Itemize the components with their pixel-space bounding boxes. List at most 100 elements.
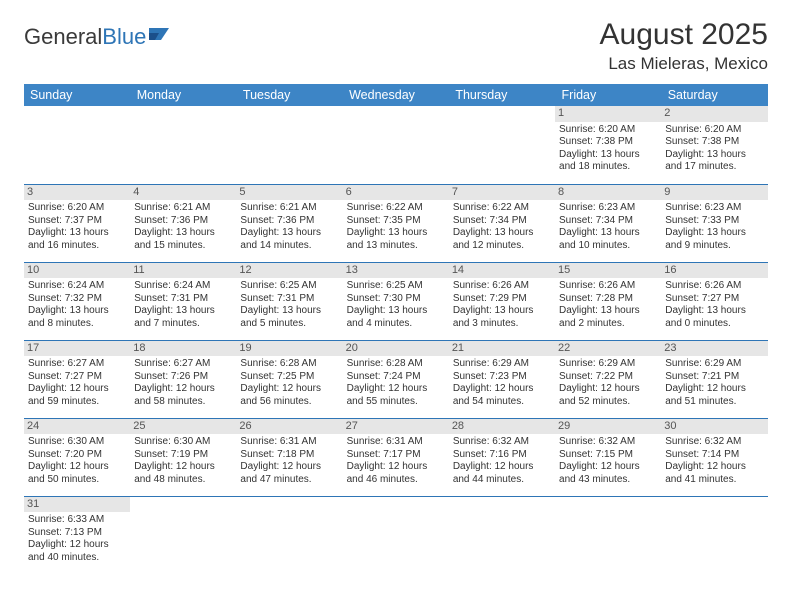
sunrise-text: Sunrise: 6:28 AM	[347, 358, 445, 371]
calendar-cell: 7Sunrise: 6:22 AMSunset: 7:34 PMDaylight…	[449, 184, 555, 262]
day-number: 8	[555, 185, 661, 201]
sunrise-text: Sunrise: 6:24 AM	[28, 280, 126, 293]
calendar-cell	[449, 106, 555, 184]
calendar-cell: 29Sunrise: 6:32 AMSunset: 7:15 PMDayligh…	[555, 418, 661, 496]
day-number: 2	[661, 106, 767, 122]
sunset-text: Sunset: 7:36 PM	[134, 215, 232, 228]
sunrise-text: Sunrise: 6:27 AM	[134, 358, 232, 371]
daylight-text: and 43 minutes.	[559, 474, 657, 487]
daylight-text: and 40 minutes.	[28, 552, 126, 565]
calendar-row: 24Sunrise: 6:30 AMSunset: 7:20 PMDayligh…	[24, 418, 768, 496]
day-number: 4	[130, 185, 236, 201]
day-number: 23	[661, 341, 767, 357]
daylight-text: Daylight: 13 hours	[453, 305, 551, 318]
sunrise-text: Sunrise: 6:31 AM	[240, 436, 338, 449]
calendar-page: GeneralBlue August 2025 Las Mieleras, Me…	[0, 0, 792, 592]
day-number: 3	[24, 185, 130, 201]
calendar-cell	[661, 496, 767, 574]
day-number: 30	[661, 419, 767, 435]
daylight-text: Daylight: 13 hours	[453, 227, 551, 240]
sunrise-text: Sunrise: 6:32 AM	[453, 436, 551, 449]
calendar-cell: 17Sunrise: 6:27 AMSunset: 7:27 PMDayligh…	[24, 340, 130, 418]
daylight-text: and 10 minutes.	[559, 240, 657, 253]
brand-text-1: General	[24, 24, 102, 50]
sunset-text: Sunset: 7:30 PM	[347, 293, 445, 306]
sunrise-text: Sunrise: 6:24 AM	[134, 280, 232, 293]
daylight-text: and 48 minutes.	[134, 474, 232, 487]
sunrise-text: Sunrise: 6:25 AM	[347, 280, 445, 293]
daylight-text: Daylight: 13 hours	[559, 149, 657, 162]
day-number: 1	[555, 106, 661, 122]
day-number: 16	[661, 263, 767, 279]
sunrise-text: Sunrise: 6:23 AM	[665, 202, 763, 215]
daylight-text: and 41 minutes.	[665, 474, 763, 487]
calendar-cell: 28Sunrise: 6:32 AMSunset: 7:16 PMDayligh…	[449, 418, 555, 496]
weekday-header-row: Sunday Monday Tuesday Wednesday Thursday…	[24, 84, 768, 106]
daylight-text: and 0 minutes.	[665, 318, 763, 331]
calendar-cell: 25Sunrise: 6:30 AMSunset: 7:19 PMDayligh…	[130, 418, 236, 496]
calendar-cell	[555, 496, 661, 574]
sunset-text: Sunset: 7:36 PM	[240, 215, 338, 228]
calendar-row: 31Sunrise: 6:33 AMSunset: 7:13 PMDayligh…	[24, 496, 768, 574]
calendar-cell: 12Sunrise: 6:25 AMSunset: 7:31 PMDayligh…	[236, 262, 342, 340]
calendar-cell: 3Sunrise: 6:20 AMSunset: 7:37 PMDaylight…	[24, 184, 130, 262]
daylight-text: and 4 minutes.	[347, 318, 445, 331]
sunset-text: Sunset: 7:32 PM	[28, 293, 126, 306]
sunset-text: Sunset: 7:17 PM	[347, 449, 445, 462]
calendar-cell: 10Sunrise: 6:24 AMSunset: 7:32 PMDayligh…	[24, 262, 130, 340]
day-number: 14	[449, 263, 555, 279]
daylight-text: and 58 minutes.	[134, 396, 232, 409]
calendar-cell	[343, 496, 449, 574]
daylight-text: Daylight: 12 hours	[559, 461, 657, 474]
sunrise-text: Sunrise: 6:23 AM	[559, 202, 657, 215]
calendar-cell: 2Sunrise: 6:20 AMSunset: 7:38 PMDaylight…	[661, 106, 767, 184]
daylight-text: Daylight: 12 hours	[134, 461, 232, 474]
sunset-text: Sunset: 7:19 PM	[134, 449, 232, 462]
daylight-text: Daylight: 13 hours	[665, 305, 763, 318]
daylight-text: and 14 minutes.	[240, 240, 338, 253]
sunrise-text: Sunrise: 6:26 AM	[559, 280, 657, 293]
daylight-text: Daylight: 13 hours	[559, 305, 657, 318]
sunset-text: Sunset: 7:35 PM	[347, 215, 445, 228]
daylight-text: and 46 minutes.	[347, 474, 445, 487]
calendar-cell: 5Sunrise: 6:21 AMSunset: 7:36 PMDaylight…	[236, 184, 342, 262]
weekday-header: Tuesday	[236, 84, 342, 106]
weekday-header: Thursday	[449, 84, 555, 106]
calendar-cell	[236, 106, 342, 184]
day-number: 12	[236, 263, 342, 279]
daylight-text: and 16 minutes.	[28, 240, 126, 253]
day-number: 15	[555, 263, 661, 279]
calendar-cell: 1Sunrise: 6:20 AMSunset: 7:38 PMDaylight…	[555, 106, 661, 184]
daylight-text: Daylight: 12 hours	[28, 383, 126, 396]
calendar-cell: 6Sunrise: 6:22 AMSunset: 7:35 PMDaylight…	[343, 184, 449, 262]
sunrise-text: Sunrise: 6:29 AM	[559, 358, 657, 371]
calendar-cell: 30Sunrise: 6:32 AMSunset: 7:14 PMDayligh…	[661, 418, 767, 496]
day-number: 19	[236, 341, 342, 357]
sunset-text: Sunset: 7:26 PM	[134, 371, 232, 384]
daylight-text: and 56 minutes.	[240, 396, 338, 409]
daylight-text: and 8 minutes.	[28, 318, 126, 331]
daylight-text: Daylight: 13 hours	[665, 149, 763, 162]
day-number: 26	[236, 419, 342, 435]
sunrise-text: Sunrise: 6:31 AM	[347, 436, 445, 449]
calendar-cell	[343, 106, 449, 184]
daylight-text: Daylight: 12 hours	[453, 461, 551, 474]
daylight-text: Daylight: 12 hours	[240, 383, 338, 396]
sunset-text: Sunset: 7:31 PM	[134, 293, 232, 306]
sunrise-text: Sunrise: 6:29 AM	[453, 358, 551, 371]
daylight-text: and 3 minutes.	[453, 318, 551, 331]
sunrise-text: Sunrise: 6:20 AM	[28, 202, 126, 215]
location-label: Las Mieleras, Mexico	[600, 54, 768, 74]
calendar-cell: 19Sunrise: 6:28 AMSunset: 7:25 PMDayligh…	[236, 340, 342, 418]
day-number: 29	[555, 419, 661, 435]
calendar-cell: 31Sunrise: 6:33 AMSunset: 7:13 PMDayligh…	[24, 496, 130, 574]
sunset-text: Sunset: 7:37 PM	[28, 215, 126, 228]
day-number: 7	[449, 185, 555, 201]
daylight-text: and 7 minutes.	[134, 318, 232, 331]
sunset-text: Sunset: 7:16 PM	[453, 449, 551, 462]
daylight-text: Daylight: 12 hours	[559, 383, 657, 396]
day-number: 24	[24, 419, 130, 435]
daylight-text: Daylight: 13 hours	[665, 227, 763, 240]
flag-icon	[149, 22, 171, 48]
day-number: 13	[343, 263, 449, 279]
